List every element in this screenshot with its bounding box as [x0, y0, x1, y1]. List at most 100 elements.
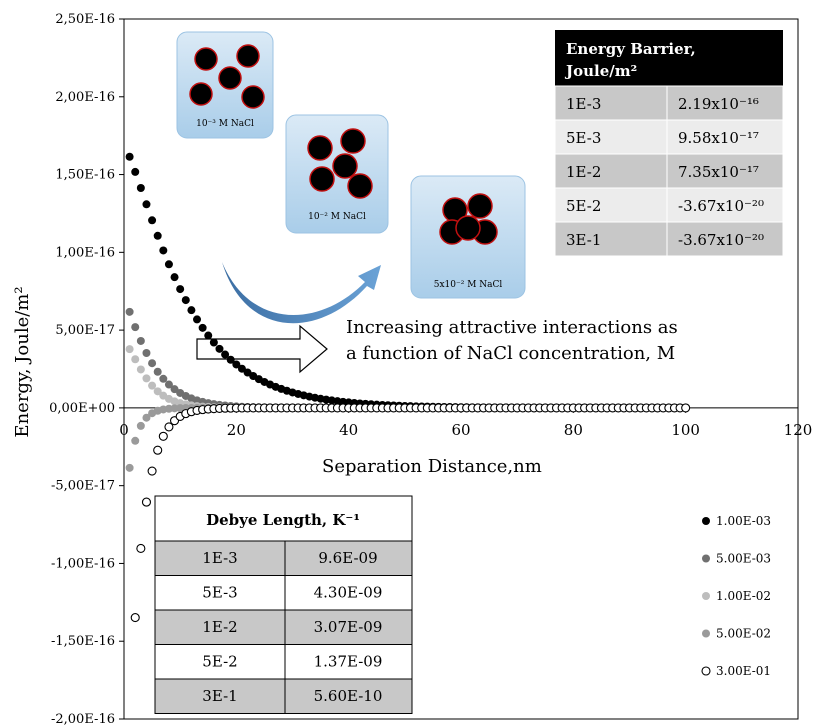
data-point: [141, 497, 152, 507]
data-point: [204, 331, 213, 340]
right-arrow-icon: [196, 324, 328, 374]
y-axis: 2,50E-16 2,00E-16 1,50E-16 1,00E-16 5,00E-17…: [49, 12, 124, 726]
legend-label: 5.00E-02: [716, 627, 771, 641]
inset-label: 5x10⁻² M NaCl: [434, 280, 503, 290]
y-tick-label: -2,00E-16: [51, 712, 115, 726]
data-point: [232, 360, 241, 369]
data-point: [153, 367, 162, 376]
energy-table-value: -3.67x10⁻²⁰: [678, 197, 764, 215]
y-tick-label: -5,00E-17: [51, 479, 115, 494]
data-point: [221, 350, 230, 359]
data-point: [237, 364, 246, 373]
data-point: [181, 296, 190, 305]
y-tick-label: 0,00E+00: [49, 401, 115, 416]
debye-table-concentration: 5E-3: [202, 584, 237, 602]
particle-cluster-icon: [189, 44, 265, 109]
energy-table-value: 2.19x10⁻¹⁶: [678, 95, 759, 113]
debye-table-value: 4.30E-09: [314, 584, 383, 602]
data-point: [136, 421, 145, 430]
legend-marker: [701, 666, 711, 676]
energy-table-cell: [666, 119, 784, 155]
data-point: [215, 344, 224, 353]
debye-table-cell: [154, 575, 286, 611]
data-point: [142, 348, 151, 357]
x-tick-label: 80: [564, 421, 583, 439]
data-point: [142, 200, 151, 209]
series-layer: [125, 152, 691, 623]
data-point: [164, 422, 174, 432]
legend-marker: [702, 517, 710, 525]
data-point: [142, 413, 151, 422]
data-point: [131, 167, 140, 176]
x-tick-label: 100: [671, 421, 700, 439]
energy-table-concentration: 1E-2: [566, 163, 601, 181]
energy-table-title: Energy Barrier,: [566, 40, 696, 58]
x-axis: 0 20 40 60 80 100 120: [119, 407, 812, 439]
energy-table-value: -3.67x10⁻²⁰: [678, 231, 764, 249]
debye-table-value: 9.6E-09: [318, 549, 377, 567]
data-point: [159, 374, 168, 383]
debye-table-cell: [154, 644, 286, 680]
legend-label: 1.00E-03: [716, 514, 771, 528]
data-point: [131, 355, 140, 364]
debye-table-cell: [284, 609, 413, 645]
data-point: [176, 285, 185, 294]
data-point: [148, 359, 157, 368]
x-tick-label: 60: [451, 421, 470, 439]
debye-table-value: 3.07E-09: [314, 618, 383, 636]
energy-table-concentration: 5E-2: [566, 197, 601, 215]
data-point: [142, 374, 151, 383]
data-point: [164, 380, 173, 389]
energy-table-cell: [554, 221, 668, 257]
debye-table-cell: [284, 678, 413, 714]
data-point: [153, 231, 162, 240]
data-point: [159, 246, 168, 255]
energy-table-cell: [554, 85, 668, 121]
data-point: [148, 381, 157, 390]
y-tick-label: 2,00E-16: [55, 90, 115, 105]
annotation-line-2: a function of NaCl concentration, M: [346, 343, 675, 364]
inset-label: 10⁻² M NaCl: [308, 212, 366, 222]
data-point: [136, 543, 146, 553]
inset-label: 10⁻³ M NaCl: [196, 119, 254, 129]
data-point: [148, 216, 157, 225]
inset-high-concentration: 5x10⁻² M NaCl: [410, 175, 526, 299]
data-point: [130, 613, 140, 623]
debye-table-concentration: 3E-1: [202, 687, 237, 705]
debye-table-value: 5.60E-10: [314, 687, 383, 705]
legend-marker: [702, 592, 710, 600]
x-tick-label: 40: [339, 421, 358, 439]
x-tick-label: 20: [227, 421, 246, 439]
y-tick-label: -1,50E-16: [51, 634, 115, 649]
series-3.00E-01: [130, 403, 691, 623]
inset-mid-concentration: 10⁻² M NaCl: [285, 114, 389, 234]
data-point: [187, 306, 196, 315]
y-axis-title: Energy, Joule/m²: [12, 286, 33, 437]
data-point: [209, 338, 218, 347]
particle-cluster-icon: [307, 128, 373, 199]
debye-table-concentration: 1E-3: [202, 549, 237, 567]
data-point: [153, 387, 162, 396]
energy-table-cell: [666, 221, 784, 257]
energy-table-concentration: 1E-3: [566, 95, 601, 113]
energy-table-cell: [666, 187, 784, 223]
y-tick-label: 1,00E-16: [55, 245, 115, 260]
data-point: [198, 323, 207, 332]
legend-label: 1.00E-02: [716, 589, 771, 603]
x-tick-label: 0: [119, 421, 129, 439]
data-point: [170, 385, 179, 394]
debye-table-concentration: 1E-2: [202, 618, 237, 636]
debye-table-header: [154, 495, 413, 542]
x-axis-title: Separation Distance,nm: [322, 456, 542, 477]
data-point: [158, 431, 168, 441]
energy-table-cell: [666, 85, 784, 121]
legend-marker: [702, 554, 710, 563]
legend-label: 3.00E-01: [716, 664, 771, 678]
data-point: [147, 466, 157, 476]
debye-table-cell: [154, 609, 286, 645]
energy-table-value: 7.35x10⁻¹⁷: [678, 163, 759, 181]
data-point: [170, 273, 179, 282]
y-tick-label: 5,00E-17: [55, 323, 115, 338]
data-point: [125, 463, 134, 472]
